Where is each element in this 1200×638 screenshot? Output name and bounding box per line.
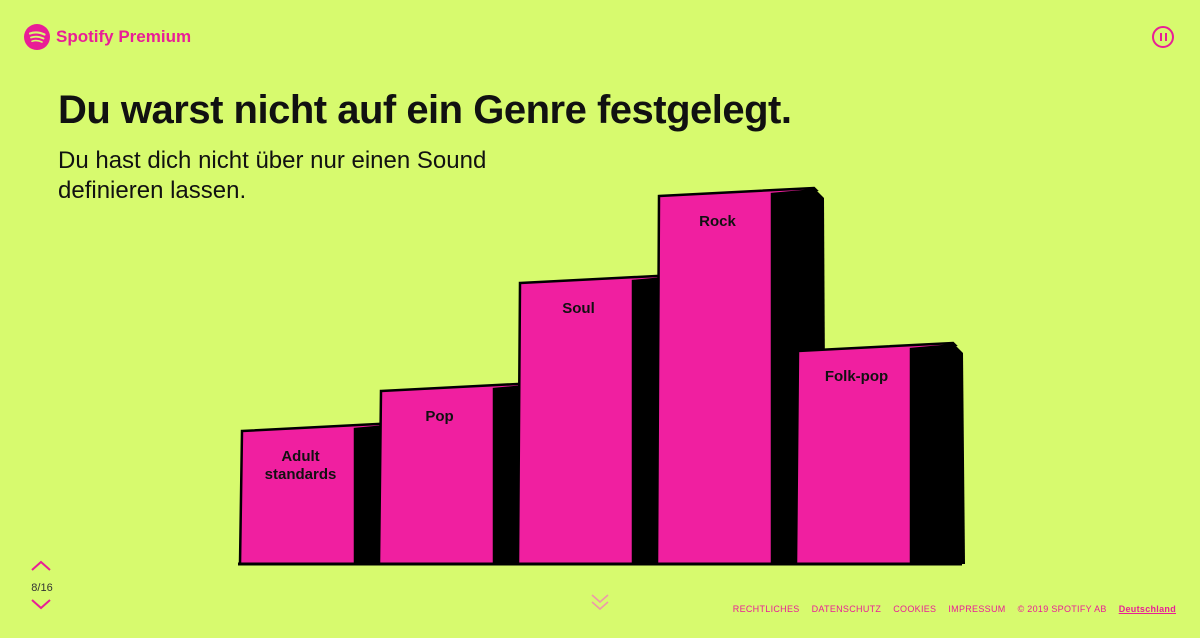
chevron-down-icon[interactable] (30, 598, 52, 610)
bar-label-pop: Pop (425, 408, 453, 425)
page-title: Du warst nicht auf ein Genre festgelegt. (58, 88, 792, 132)
footer-link-datenschutz[interactable]: DATENSCHUTZ (811, 604, 882, 614)
spotify-premium-logo[interactable]: Spotify Premium (24, 24, 191, 50)
spotify-logo-icon (24, 24, 50, 50)
country-selector[interactable]: Deutschland (1118, 604, 1176, 614)
pause-icon (1159, 33, 1162, 41)
pause-button[interactable] (1152, 26, 1174, 48)
footer-link-impressum[interactable]: IMPRESSUM (948, 604, 1006, 614)
footer-link-cookies[interactable]: COOKIES (893, 604, 937, 614)
double-chevron-down-icon[interactable] (590, 592, 610, 612)
page-counter: 8/16 (31, 582, 53, 594)
footer-link-rechtliches[interactable]: RECHTLICHES (732, 604, 800, 614)
bar-side-folk-pop (911, 345, 965, 564)
bar-label-folk-pop: Folk-pop (825, 368, 888, 385)
copyright-text: © 2019 SPOTIFY AB (1017, 604, 1107, 614)
chevron-up-icon[interactable] (30, 560, 52, 572)
pause-icon-bar (1164, 33, 1167, 41)
page-subtitle: Du hast dich nicht über nur einen Sound … (58, 147, 487, 204)
bar-label-soul: Soul (562, 300, 595, 317)
footer: RECHTLICHES DATENSCHUTZ COOKIES IMPRESSU… (733, 604, 1176, 614)
brand-name: Spotify Premium (56, 27, 192, 46)
bar-label-adult-standards: Adult standards (265, 448, 337, 483)
bar-label-rock: Rock (699, 213, 736, 230)
